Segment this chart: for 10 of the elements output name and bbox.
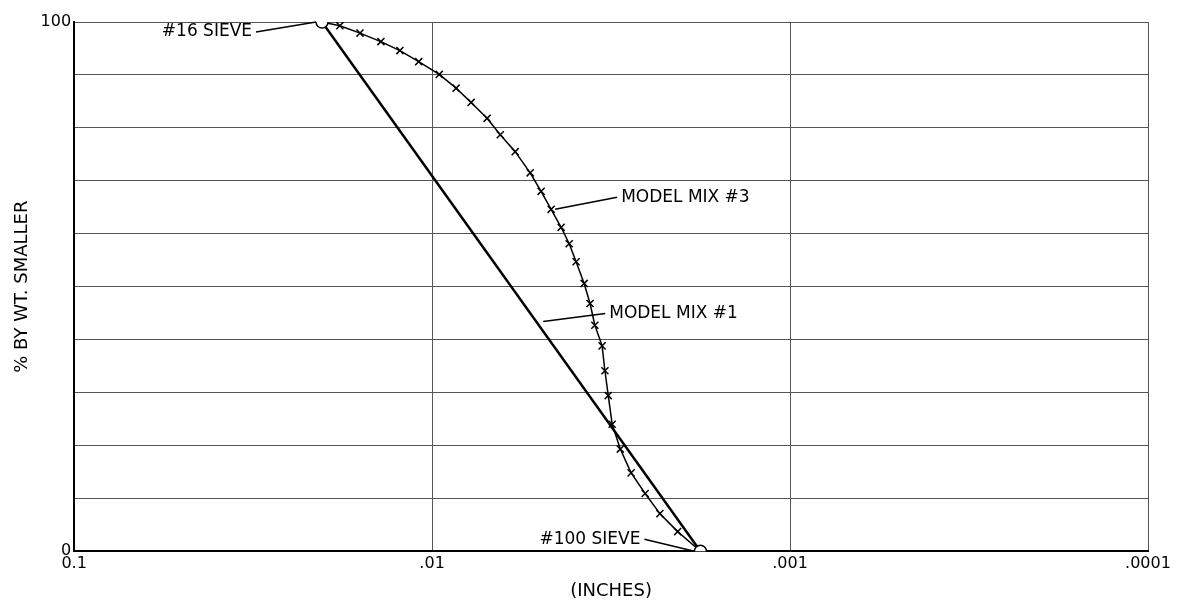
annotation: MODEL MIX #1 (609, 301, 738, 322)
x-axis-title: (INCHES) (570, 578, 652, 600)
y-tick-label: 100 (40, 11, 72, 31)
y-axis-title: % BY WT. SMALLER (10, 200, 32, 373)
x-tick-label: .0001 (1125, 552, 1171, 572)
annotation: #100 SIEVE (539, 527, 641, 548)
x-tick-label: .01 (419, 552, 445, 572)
x-tick-label: .001 (772, 552, 808, 572)
annotation: #16 SIEVE (161, 20, 253, 41)
annotation: MODEL MIX #3 (621, 185, 750, 206)
